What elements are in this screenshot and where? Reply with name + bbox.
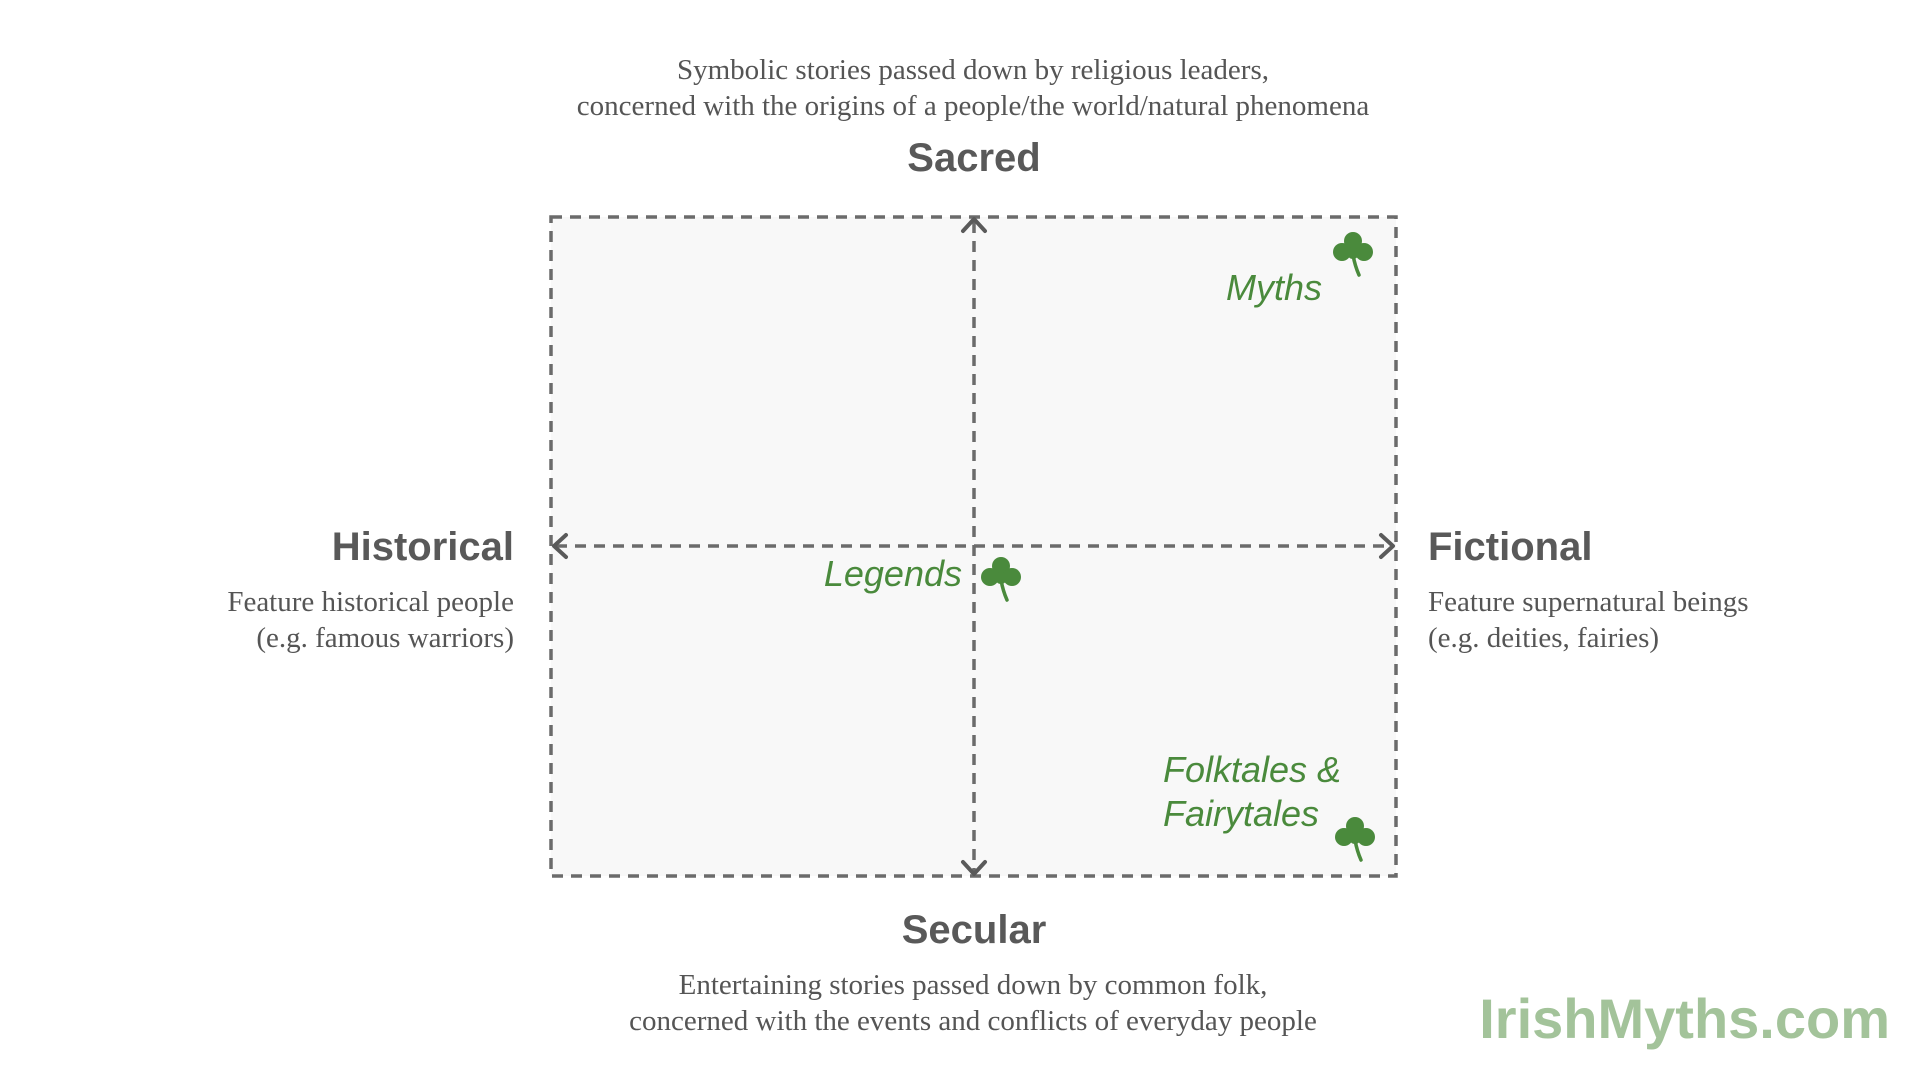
historical-description: Feature historical people (e.g. famous w… — [227, 586, 514, 654]
secular-description: Entertaining stories passed down by comm… — [629, 969, 1317, 1037]
shamrock-icon — [981, 557, 1021, 602]
arrow-right-icon — [1379, 533, 1395, 559]
historical-label: Historical — [331, 525, 514, 569]
arrow-left-icon — [552, 533, 568, 559]
secular-label: Secular — [901, 908, 1047, 952]
folktales-label: Folktales & Fairytales — [1163, 749, 1342, 834]
shamrock-icon — [1335, 817, 1375, 862]
arrow-down-icon — [961, 860, 987, 876]
brand-watermark: IrishMyths.com — [1479, 987, 1890, 1050]
fictional-description: Feature supernatural beings (e.g. deitie… — [1428, 586, 1749, 654]
shamrock-icon — [1333, 232, 1373, 277]
sacred-description: Symbolic stories passed down by religiou… — [576, 54, 1370, 122]
myths-label: Myths — [1225, 267, 1322, 308]
sacred-label: Sacred — [907, 136, 1041, 180]
arrow-up-icon — [961, 217, 987, 233]
legends-label: Legends — [823, 553, 962, 594]
fictional-label: Fictional — [1428, 525, 1593, 569]
